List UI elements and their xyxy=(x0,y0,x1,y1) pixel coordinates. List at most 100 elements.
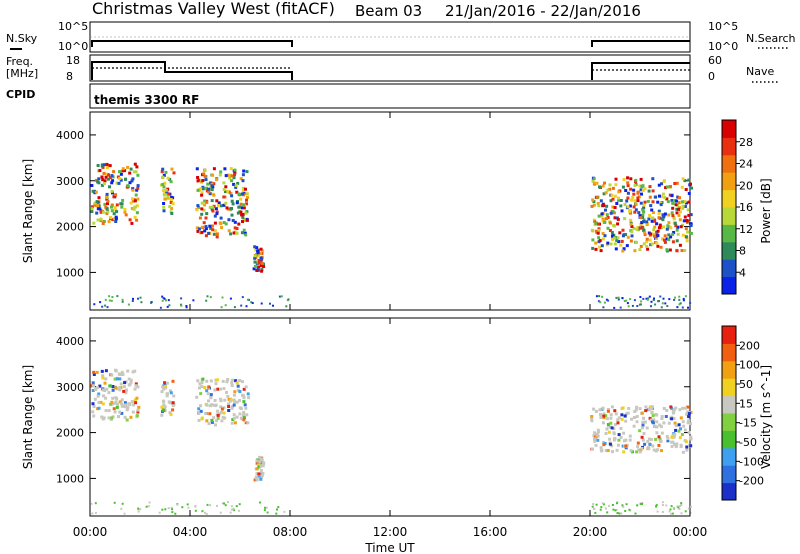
echo-cell xyxy=(647,217,651,221)
echo-cell xyxy=(609,421,613,425)
ground-scatter-cell xyxy=(192,299,195,302)
ground-scatter-cell xyxy=(634,512,637,515)
echo-cell xyxy=(235,381,239,385)
echo-cell xyxy=(111,218,115,222)
colorbar-tick-label: -15 xyxy=(739,417,757,430)
ground-scatter-cell xyxy=(238,503,241,506)
cpid-label: CPID xyxy=(6,88,35,101)
echo-cell xyxy=(678,408,682,412)
echo-cell xyxy=(205,389,209,393)
ground-scatter-cell xyxy=(283,510,286,513)
echo-cell xyxy=(203,168,207,172)
echo-cell xyxy=(230,179,234,183)
ground-scatter-cell xyxy=(174,512,177,515)
echo-cell xyxy=(612,432,616,436)
echo-cell xyxy=(136,173,140,177)
echo-cell xyxy=(639,223,643,226)
echo-cell xyxy=(167,400,171,404)
echo-cell xyxy=(128,218,132,222)
echo-cell xyxy=(169,198,173,201)
echo-cell xyxy=(629,449,633,453)
ground-scatter-cell xyxy=(230,505,233,508)
echo-cell xyxy=(636,226,640,229)
echo-cell xyxy=(206,392,210,396)
echo-cell xyxy=(200,207,204,211)
echo-cell xyxy=(610,426,614,430)
echo-cell xyxy=(594,409,598,413)
echo-cell xyxy=(662,215,666,219)
echo-cell xyxy=(171,379,175,383)
echo-cell xyxy=(638,450,642,454)
echo-cell xyxy=(241,212,245,216)
date-range: 21/Jan/2016 - 22/Jan/2016 xyxy=(445,2,641,20)
echo-cell xyxy=(123,401,127,405)
echo-cell xyxy=(602,217,606,221)
echo-cell xyxy=(213,221,217,225)
echo-cell xyxy=(613,216,617,220)
echo-cell xyxy=(219,216,223,220)
echo-cell xyxy=(113,377,117,381)
echo-cell xyxy=(92,373,96,376)
echo-cell xyxy=(636,196,640,200)
echo-cell xyxy=(642,432,646,435)
echo-cell xyxy=(605,417,609,421)
velocity-echoes xyxy=(90,368,693,515)
echo-cell xyxy=(234,379,238,383)
echo-cell xyxy=(669,235,673,239)
ground-scatter-cell xyxy=(631,304,634,307)
echo-cell xyxy=(609,211,613,215)
echo-cell xyxy=(681,450,685,454)
colorbar-swatch xyxy=(722,413,736,431)
echo-cell xyxy=(601,421,605,425)
echo-cell xyxy=(242,203,246,207)
echo-cell xyxy=(667,238,671,242)
echo-cell xyxy=(655,241,659,245)
echo-cell xyxy=(241,179,245,183)
echo-cell xyxy=(642,210,646,214)
echo-cell xyxy=(134,384,138,388)
y-tick-label: 3000 xyxy=(56,175,84,188)
x-tick-label: 12:00 xyxy=(373,525,408,539)
echo-cell xyxy=(652,418,656,422)
echo-cell xyxy=(634,202,638,206)
echo-cell xyxy=(620,413,624,417)
echo-cell xyxy=(215,199,219,203)
echo-cell xyxy=(665,248,669,252)
echo-cell xyxy=(105,162,109,166)
ground-scatter-cell xyxy=(280,295,283,298)
ground-scatter-cell xyxy=(150,301,153,303)
echo-cell xyxy=(107,173,111,177)
colorbar-swatch xyxy=(722,137,736,156)
ground-scatter-cell xyxy=(669,508,672,511)
echo-cell xyxy=(679,225,683,229)
echo-cell xyxy=(640,411,644,415)
echo-cell xyxy=(657,435,661,439)
echo-cell xyxy=(170,206,174,210)
ground-scatter-cell xyxy=(607,504,610,507)
echo-cell xyxy=(203,203,207,207)
ground-scatter-cell xyxy=(655,504,658,507)
ground-scatter-cell xyxy=(678,507,681,510)
ground-scatter-cell xyxy=(593,508,595,510)
echo-cell xyxy=(104,205,108,209)
echo-cell xyxy=(200,225,204,229)
echo-cell xyxy=(91,189,95,193)
ground-scatter-cell xyxy=(668,510,671,513)
echo-cell xyxy=(665,237,669,241)
echo-cell xyxy=(168,411,172,415)
echo-cell xyxy=(598,408,602,412)
ground-scatter-cell xyxy=(166,305,169,308)
sky-tick-bottom-right: 10^0 xyxy=(708,40,738,53)
echo-cell xyxy=(597,228,601,232)
echo-cell xyxy=(637,211,641,215)
echo-cell xyxy=(648,238,652,242)
colorbar-swatch xyxy=(722,378,736,397)
echo-cell xyxy=(160,413,164,417)
ground-scatter-cell xyxy=(161,295,164,298)
velocity-y-ticks: 1000 2000 3000 4000 xyxy=(56,335,690,485)
ground-scatter-cell xyxy=(621,504,624,507)
echo-cell xyxy=(626,176,630,180)
echo-cell xyxy=(111,191,114,195)
echo-cell xyxy=(662,407,666,410)
ground-scatter-cell xyxy=(205,299,208,302)
